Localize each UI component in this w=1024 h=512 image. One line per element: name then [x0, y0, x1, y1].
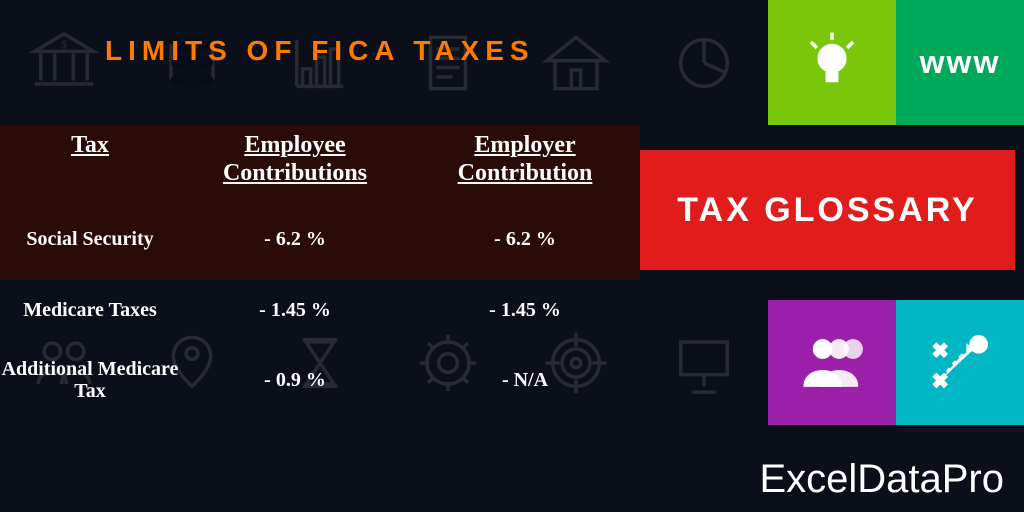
- board-icon: [640, 300, 768, 425]
- strategy-icon: [896, 300, 1024, 425]
- tax-glossary-badge: TAX GLOSSARY: [640, 150, 1015, 270]
- row-employee: - 6.2 %: [180, 228, 410, 251]
- lightbulb-icon: [768, 0, 896, 125]
- page-title: LIMITS OF FICA TAXES: [105, 35, 535, 67]
- bottom-icon-row: [0, 300, 1024, 430]
- footer-brand: ExcelDataPro: [759, 457, 1004, 502]
- target-icon: [512, 300, 640, 425]
- www-icon: www: [896, 0, 1024, 125]
- table-header-row: Tax Employee Contributions Employer Cont…: [0, 130, 640, 203]
- col-header-tax: Tax: [0, 130, 180, 203]
- svg-text:$: $: [61, 37, 67, 50]
- table-row: Social Security - 6.2 % - 6.2 %: [0, 203, 640, 275]
- pie-icon: [640, 0, 768, 125]
- hourglass-icon: [256, 300, 384, 425]
- col-header-employee: Employee Contributions: [180, 130, 410, 203]
- people-dim-icon: [0, 300, 128, 425]
- people-icon: [768, 300, 896, 425]
- row-employer: - 6.2 %: [410, 228, 640, 251]
- map-pin-icon: [128, 300, 256, 425]
- row-label: Social Security: [0, 228, 180, 250]
- gear-icon: [384, 300, 512, 425]
- col-header-employer: Employer Contribution: [410, 130, 640, 203]
